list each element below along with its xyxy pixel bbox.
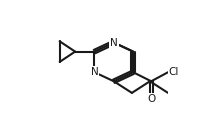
Text: N: N	[109, 38, 117, 48]
Text: Cl: Cl	[167, 67, 178, 77]
Text: N: N	[90, 67, 98, 77]
Text: O: O	[146, 94, 155, 104]
